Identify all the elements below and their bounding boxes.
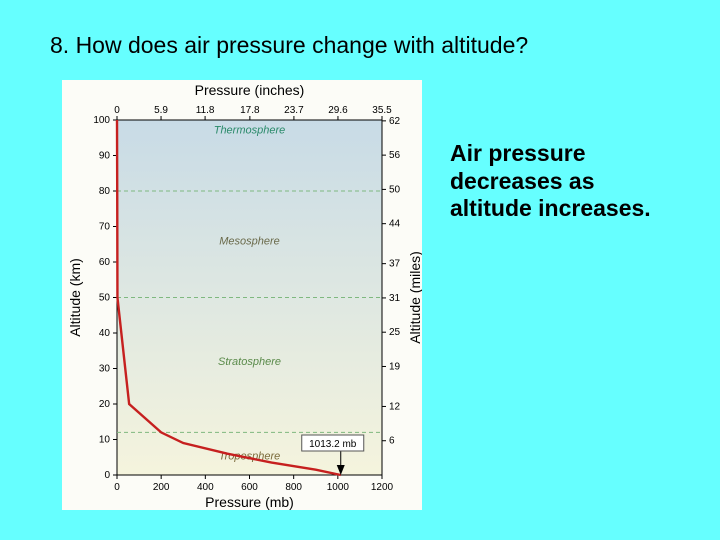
svg-text:100: 100 bbox=[93, 115, 110, 126]
svg-text:11.8: 11.8 bbox=[196, 105, 215, 116]
answer-text: Air pressure decreases as altitude incre… bbox=[450, 140, 680, 223]
svg-text:10: 10 bbox=[99, 435, 111, 446]
svg-text:600: 600 bbox=[241, 482, 258, 493]
svg-text:31: 31 bbox=[389, 293, 401, 304]
svg-text:60: 60 bbox=[99, 257, 111, 268]
svg-text:Altitude (km): Altitude (km) bbox=[67, 258, 83, 337]
svg-text:800: 800 bbox=[285, 482, 302, 493]
svg-text:Altitude (miles): Altitude (miles) bbox=[407, 251, 422, 344]
svg-text:90: 90 bbox=[99, 151, 111, 162]
svg-text:1000: 1000 bbox=[327, 482, 350, 493]
svg-text:23.7: 23.7 bbox=[284, 105, 304, 116]
svg-text:1013.2 mb: 1013.2 mb bbox=[309, 439, 357, 450]
svg-text:20: 20 bbox=[99, 399, 111, 410]
question-text: 8. How does air pressure change with alt… bbox=[50, 32, 528, 59]
svg-text:0: 0 bbox=[114, 105, 120, 116]
svg-text:44: 44 bbox=[389, 219, 401, 230]
svg-text:37: 37 bbox=[389, 259, 401, 270]
svg-text:0: 0 bbox=[114, 482, 120, 493]
svg-text:30: 30 bbox=[99, 364, 111, 375]
svg-text:400: 400 bbox=[197, 482, 214, 493]
svg-text:Thermosphere: Thermosphere bbox=[214, 125, 286, 137]
svg-text:17.8: 17.8 bbox=[240, 105, 260, 116]
svg-text:62: 62 bbox=[389, 116, 401, 127]
svg-text:200: 200 bbox=[153, 482, 170, 493]
svg-text:29.6: 29.6 bbox=[328, 105, 348, 116]
svg-text:19: 19 bbox=[389, 361, 401, 372]
svg-text:Pressure (mb): Pressure (mb) bbox=[205, 494, 294, 510]
svg-text:Pressure (inches): Pressure (inches) bbox=[195, 82, 305, 98]
svg-text:0: 0 bbox=[104, 470, 110, 481]
svg-text:Mesosphere: Mesosphere bbox=[219, 235, 280, 247]
pressure-altitude-chart: Thermosphere Mesosphere Stratosphere Tropos… bbox=[62, 80, 422, 510]
svg-text:40: 40 bbox=[99, 328, 111, 339]
svg-text:80: 80 bbox=[99, 186, 111, 197]
svg-text:56: 56 bbox=[389, 150, 401, 161]
svg-text:70: 70 bbox=[99, 222, 111, 233]
svg-text:5.9: 5.9 bbox=[154, 105, 168, 116]
svg-text:25: 25 bbox=[389, 327, 401, 338]
svg-text:50: 50 bbox=[389, 184, 401, 195]
svg-text:1200: 1200 bbox=[371, 482, 394, 493]
svg-text:Stratosphere: Stratosphere bbox=[218, 356, 281, 368]
svg-text:6: 6 bbox=[389, 436, 395, 447]
svg-text:50: 50 bbox=[99, 293, 111, 304]
svg-text:12: 12 bbox=[389, 401, 401, 412]
svg-text:Troposphere: Troposphere bbox=[219, 451, 281, 463]
svg-text:35.5: 35.5 bbox=[372, 105, 392, 116]
